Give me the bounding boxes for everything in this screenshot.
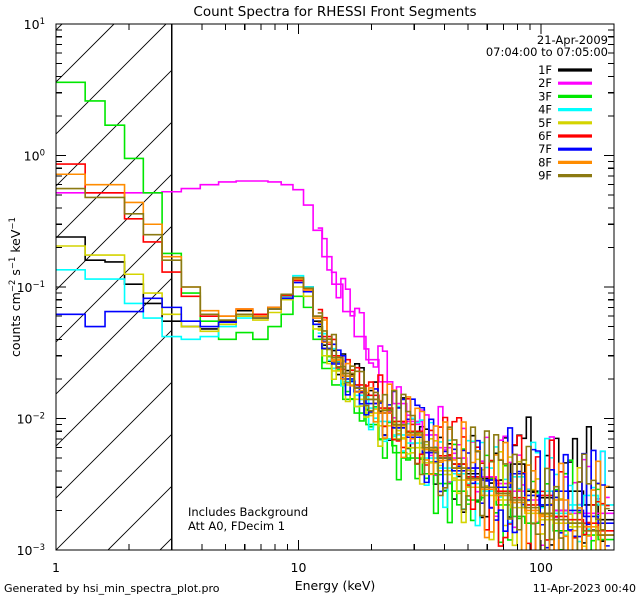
hatch-stripe: [212, 24, 640, 550]
series-noise-9f: [317, 312, 610, 550]
x-tick-label: 100: [529, 560, 553, 575]
x-tick-label: 1: [52, 560, 60, 575]
legend-label-3f: 3F: [538, 89, 552, 103]
hatch-stripe: [56, 173, 172, 291]
series-noise-5f: [317, 329, 602, 550]
y-tick-label: 10−2: [17, 412, 45, 427]
hatch-stripe: [56, 69, 172, 187]
legend-label-8f: 8F: [538, 155, 552, 169]
data-curves: [56, 81, 614, 550]
hatch-stripe: [368, 24, 640, 550]
legend-label-7f: 7F: [538, 142, 552, 156]
y-tick-label: 100: [24, 149, 45, 164]
plot-title: Count Spectra for RHESSI Front Segments: [193, 4, 476, 20]
hatch-stripe: [56, 433, 172, 550]
legend-label-1f: 1F: [538, 63, 552, 77]
hatch-stripe: [472, 24, 640, 550]
legend-label-2f: 2F: [538, 76, 552, 90]
series-noise-2f: [317, 227, 610, 550]
series-noise-8f: [317, 319, 610, 550]
footer-timestamp: 11-Apr-2023 00:40: [533, 582, 636, 595]
hatch-stripe: [56, 381, 172, 499]
legend-label-5f: 5F: [538, 116, 552, 130]
hatch-stripe: [56, 277, 172, 395]
x-tick-label: 10: [291, 560, 307, 575]
annotation-includes-background: Includes Background: [188, 505, 308, 519]
series-noise-1f: [317, 325, 610, 550]
hatch-stripe: [56, 329, 172, 447]
hatch-stripe: [628, 24, 640, 550]
footer-generated-by: Generated by hsi_min_spectra_plot.pro: [4, 582, 220, 595]
x-axis-label: Energy (keV): [295, 578, 376, 593]
legend-label-6f: 6F: [538, 129, 552, 143]
annotation-time-range: 07:04:00 to 07:05:00: [486, 45, 608, 59]
legend-label-4f: 4F: [538, 103, 552, 117]
y-tick-label: 101: [24, 17, 45, 32]
hatch-stripe: [56, 225, 172, 343]
y-tick-label: 10−3: [17, 543, 45, 558]
annotation-att-fdecim: Att A0, FDecim 1: [188, 519, 285, 533]
hatch-stripe: [56, 24, 167, 135]
y-tick-label: 10−1: [17, 280, 45, 295]
annotation-date: 21-Apr-2009: [537, 33, 608, 47]
series-noise-3f: [317, 328, 602, 550]
legend-label-9f: 9F: [538, 169, 552, 183]
y-axis-label: counts cm−2 s−1 keV−1: [8, 217, 23, 357]
